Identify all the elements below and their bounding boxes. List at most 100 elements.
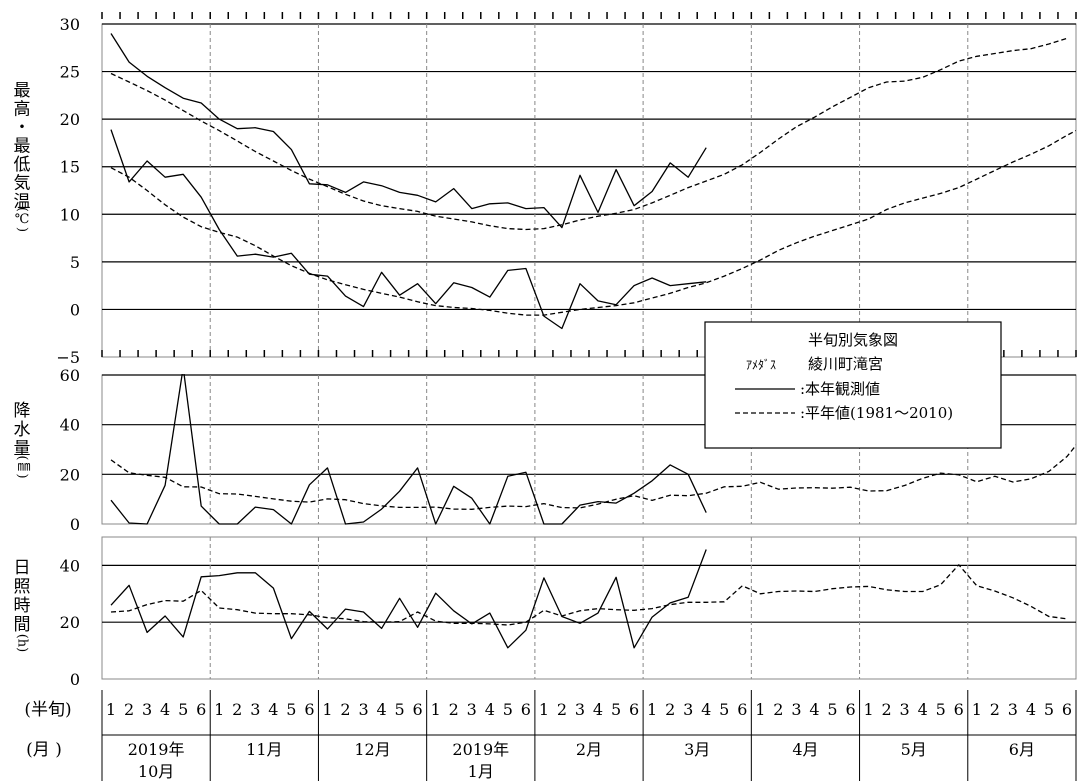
pentad-number: 4	[160, 700, 170, 719]
pentad-number: 2	[990, 700, 1000, 719]
pentad-number: 1	[539, 700, 549, 719]
pentad-number: 6	[1062, 700, 1072, 719]
sun-panel-border	[101, 536, 1077, 680]
temp-ytick-label: 30	[60, 15, 80, 34]
temp-ylabel-char: 温	[14, 192, 31, 212]
pentad-number: 3	[791, 700, 801, 719]
temp-ylabel-char: 高	[14, 100, 31, 120]
pentad-number: 6	[845, 700, 855, 719]
sun-ytick-label: 40	[60, 556, 80, 575]
temp-ytick-label: 15	[60, 158, 80, 177]
rain-series-observed	[110, 374, 707, 525]
sun-series-observed	[110, 549, 707, 649]
pentad-number: 4	[918, 700, 928, 719]
rain-ytick-label: 40	[60, 416, 80, 435]
pentad-number: 3	[358, 700, 368, 719]
rain-ylabel-char: 水	[14, 420, 31, 440]
legend-box	[704, 321, 1002, 449]
temp-panel-border	[101, 23, 1077, 358]
rain-ytick-label: 60	[60, 366, 80, 385]
pentad-number: 4	[268, 700, 278, 719]
legend-dashed-label: :平年値(1981〜2010)	[800, 404, 953, 422]
rain-ytick-label: 0	[70, 515, 80, 534]
pentad-number: 5	[827, 700, 837, 719]
temp-ytick-label: 0	[70, 300, 80, 319]
pentad-number: 3	[1008, 700, 1018, 719]
sun-ylabel-char: 照	[14, 577, 31, 597]
sun-ytick-label: 20	[60, 613, 80, 632]
pentad-number: 5	[286, 700, 296, 719]
month-label: 4月	[792, 740, 818, 759]
sun-ylabel-char: 間	[14, 615, 31, 635]
pentad-number: 2	[882, 700, 892, 719]
pentad-number: 2	[449, 700, 459, 719]
temp-ylabel-char: (℃)	[15, 207, 30, 232]
pentad-number: 3	[467, 700, 477, 719]
temp-series-normal-min	[110, 129, 1076, 316]
label-layer: −5051015202530最高・最低気温(℃)0204060降水量(㎜)020…	[14, 15, 1073, 781]
pentad-number: 2	[665, 700, 675, 719]
sun-ytick-label: 0	[70, 670, 80, 689]
temp-ytick-label: −5	[56, 348, 80, 367]
pentad-number: 5	[936, 700, 946, 719]
pentad-number: 2	[340, 700, 350, 719]
pentad-number: 6	[196, 700, 206, 719]
pentad-number: 1	[863, 700, 873, 719]
pentad-number: 1	[755, 700, 765, 719]
pentad-number: 6	[521, 700, 531, 719]
pentad-number: 6	[629, 700, 639, 719]
temp-ytick-label: 10	[60, 205, 80, 224]
pentad-number: 5	[395, 700, 405, 719]
temp-series-observed-max	[110, 33, 707, 229]
temp-ytick-label: 20	[60, 110, 80, 129]
pentad-number: 1	[214, 700, 224, 719]
pentad-number: 4	[701, 700, 711, 719]
month-label: 11月	[246, 740, 282, 759]
pentad-number: 3	[250, 700, 260, 719]
row-label-pentad: (半旬)	[24, 700, 71, 720]
rain-ytick-label: 20	[60, 465, 80, 484]
temp-series-normal-max	[110, 37, 1068, 231]
rain-ylabel-char: (㎜)	[15, 455, 31, 478]
month-label: 1月	[468, 762, 494, 781]
month-label: 10月	[138, 762, 174, 781]
temp-ylabel-char: 最	[14, 81, 31, 101]
pentad-number: 3	[575, 700, 585, 719]
temp-ylabel-char: 気	[14, 174, 31, 194]
temp-series-observed-min	[110, 129, 707, 330]
rain-series-normal	[110, 444, 1076, 510]
legend-title: 半旬別気象図	[808, 331, 898, 349]
temp-ylabel-char: 低	[14, 155, 31, 175]
pentad-number: 4	[593, 700, 603, 719]
pentad-number: 5	[719, 700, 729, 719]
row-label-month: (月 )	[26, 740, 62, 760]
temp-ylabel-char: ・	[14, 118, 31, 138]
pentad-number: 2	[557, 700, 567, 719]
pentad-number: 6	[304, 700, 314, 719]
pentad-number: 3	[683, 700, 693, 719]
legend: 半旬別気象図 ｱﾒﾀﾞｽ 綾川町滝宮 :本年観測値 :平年値(1981〜2010…	[704, 321, 1002, 449]
pentad-number: 4	[809, 700, 819, 719]
pentad-number: 5	[178, 700, 188, 719]
pentad-number: 6	[413, 700, 423, 719]
temp-ytick-label: 5	[70, 253, 80, 272]
sun-ylabel-char: (h)	[15, 634, 30, 653]
month-label-year: 2019年	[452, 740, 509, 759]
rain-ylabel-char: 量	[14, 439, 31, 459]
month-label: 2月	[576, 740, 602, 759]
temp-ylabel-char: 最	[14, 137, 31, 157]
pentad-number: 2	[773, 700, 783, 719]
pentad-number: 6	[737, 700, 747, 719]
pentad-number: 1	[647, 700, 657, 719]
rain-ylabel-char: 降	[14, 401, 31, 421]
pentad-number: 5	[503, 700, 513, 719]
sun-ylabel-char: 時	[14, 596, 31, 616]
pentad-number: 1	[972, 700, 982, 719]
pentad-number: 1	[431, 700, 441, 719]
legend-solid-label: :本年観測値	[800, 380, 880, 398]
pentad-number: 2	[232, 700, 242, 719]
legend-station: 綾川町滝宮	[808, 355, 883, 373]
pentad-number: 4	[485, 700, 495, 719]
sun-ylabel-char: 日	[14, 558, 31, 578]
